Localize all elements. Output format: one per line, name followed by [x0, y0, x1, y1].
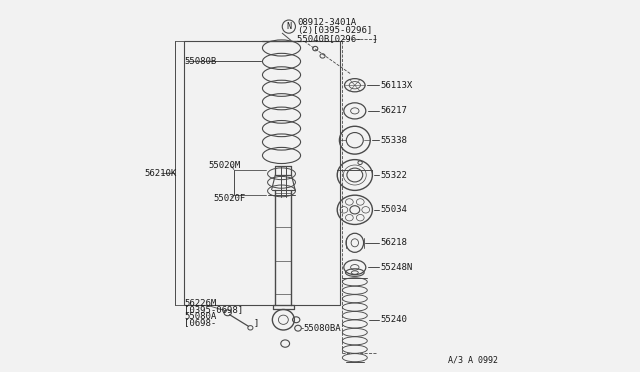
Text: 55020M: 55020M [208, 161, 241, 170]
Text: 55240: 55240 [380, 315, 407, 324]
Text: 55040B[0296-  ]: 55040B[0296- ] [298, 34, 378, 43]
Text: 55080A: 55080A [184, 312, 217, 321]
Text: 55248N: 55248N [380, 263, 413, 272]
Text: 08912-3401A: 08912-3401A [298, 18, 356, 27]
Text: [0395-0698]: [0395-0698] [184, 305, 244, 314]
Text: N: N [287, 22, 292, 31]
Text: 56113X: 56113X [380, 81, 413, 90]
Text: 55080BA: 55080BA [303, 324, 341, 333]
Text: 56210K: 56210K [145, 169, 177, 178]
Text: 56226M: 56226M [184, 299, 217, 308]
Text: 55080B: 55080B [184, 57, 217, 66]
Text: 55338: 55338 [380, 136, 407, 145]
Text: (2)[0395-0296]: (2)[0395-0296] [298, 26, 372, 35]
Text: 55034: 55034 [380, 205, 407, 214]
Text: 55020F: 55020F [214, 194, 246, 203]
Text: A/3 A 0992: A/3 A 0992 [448, 356, 498, 365]
Text: 56218: 56218 [380, 238, 407, 247]
Bar [184, 41, 340, 305]
Text: [0698-       ]: [0698- ] [184, 318, 260, 328]
Text: 56217: 56217 [380, 106, 407, 115]
Text: 55322: 55322 [380, 170, 407, 180]
